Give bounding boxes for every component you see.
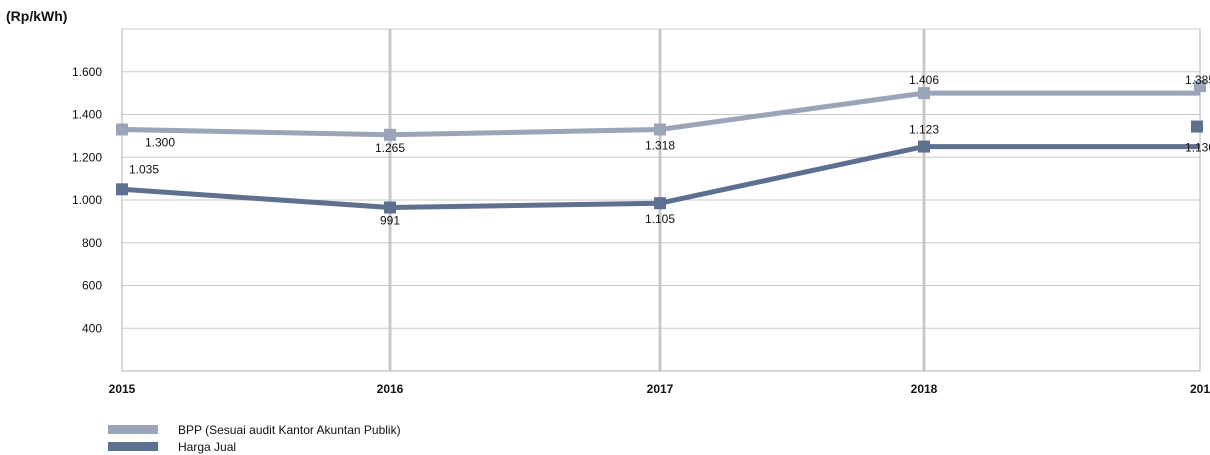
data-point-marker (918, 87, 930, 100)
y-tick-label: 600 (82, 279, 102, 293)
data-label: 1.035 (129, 162, 159, 176)
x-tick-label: 201 (1190, 382, 1210, 396)
data-point-marker (918, 140, 930, 153)
legend-item-harga-jual: Harga Jual (108, 438, 401, 455)
data-label: 1.105 (645, 212, 675, 226)
y-tick-label: 1.400 (72, 108, 102, 122)
data-label: 1.385 (1185, 73, 1210, 87)
y-tick-label: 400 (82, 321, 102, 335)
data-label: 1.406 (909, 73, 939, 87)
series-group: 1.300 1.265 1.318 1.406 1.385 1.035 991 1.105 1.… (116, 73, 1210, 227)
y-axis-ticks: 1.600 1.400 1.200 1.000 800 600 400 (72, 65, 102, 336)
x-tick-label: 2016 (377, 382, 404, 396)
data-point-marker (1194, 80, 1206, 93)
data-point-marker (384, 128, 396, 141)
data-point-marker (654, 123, 666, 136)
legend: BPP (Sesuai audit Kantor Akuntan Publik)… (108, 421, 401, 455)
y-tick-label: 1.200 (72, 150, 102, 164)
y-axis-unit-label: (Rp/kWh) (6, 8, 68, 24)
data-label: 1.123 (909, 123, 939, 137)
legend-label-harga-jual: Harga Jual (178, 439, 237, 454)
data-point-marker (116, 123, 128, 136)
x-tick-label: 2015 (109, 382, 136, 396)
data-label: 1.130 (1185, 141, 1210, 155)
legend-item-bpp: BPP (Sesuai audit Kantor Akuntan Publik) (108, 421, 401, 438)
x-tick-label: 2018 (911, 382, 938, 396)
data-label: 1.318 (645, 138, 675, 152)
y-tick-label: 800 (82, 236, 102, 250)
data-point-marker (654, 197, 666, 210)
legend-swatch-bpp (108, 425, 158, 434)
data-point-marker (1191, 120, 1203, 133)
data-label: 1.265 (375, 141, 405, 155)
legend-swatch-harga-jual (108, 442, 158, 451)
x-tick-label: 2017 (647, 382, 674, 396)
data-point-marker (384, 201, 396, 214)
y-tick-label: 1.000 (72, 193, 102, 207)
legend-label-bpp: BPP (Sesuai audit Kantor Akuntan Publik) (178, 422, 401, 437)
data-label: 1.300 (145, 135, 175, 149)
data-label: 991 (380, 213, 400, 227)
y-tick-label: 1.600 (72, 65, 102, 79)
data-point-marker (116, 183, 128, 196)
x-axis-ticks: 2015 2016 2017 2018 201 (109, 382, 1210, 396)
